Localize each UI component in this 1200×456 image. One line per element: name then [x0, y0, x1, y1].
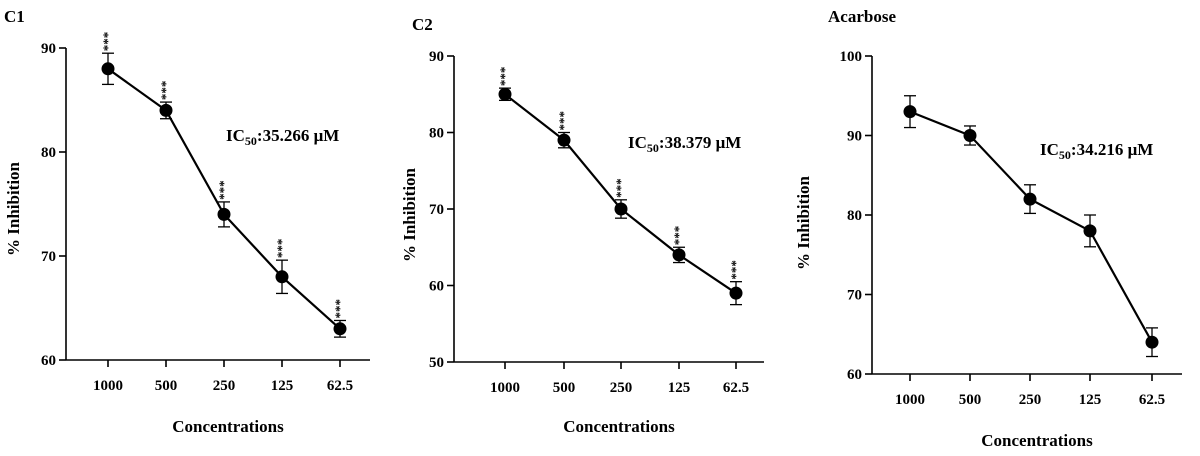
data-point [275, 270, 289, 284]
x-tick-label: 250 [213, 378, 236, 394]
significance-mark: *** [671, 226, 686, 246]
x-tick-label: 125 [271, 378, 294, 394]
y-tick-label: 50 [429, 355, 444, 371]
chart-panel-3: Acarbose % Inhibition Concentrations 60 70 80… [794, 7, 1182, 450]
y-tick-label: 90 [847, 129, 862, 145]
x-tick-label: 1000 [490, 380, 520, 396]
y-tick-label: 80 [847, 208, 862, 224]
x-tick-label: 62.5 [723, 380, 749, 396]
ic50-value: :34.216 μM [1071, 140, 1153, 159]
x-tick-label: 500 [155, 378, 178, 394]
significance-mark: *** [613, 178, 628, 198]
y-tick-label: 60 [429, 279, 444, 295]
x-axis-label: Concentrations [981, 431, 1093, 450]
y-tick-label: 70 [41, 249, 56, 265]
data-point [101, 62, 115, 76]
data-point [159, 103, 173, 117]
chart-panel-1: C1 % Inhibition Concentrations 60 70 80 90 1000… [4, 7, 370, 436]
y-tick-label: 100 [840, 49, 863, 65]
significance-mark: *** [216, 180, 231, 200]
y-axis-label: % Inhibition [4, 161, 23, 256]
x-tick-label: 62.5 [327, 378, 353, 394]
y-tick-label: 70 [847, 288, 862, 304]
data-point [217, 207, 231, 221]
panel-title: Acarbose [828, 7, 896, 26]
y-axis-label: % Inhibition [400, 167, 419, 262]
panel-title: C2 [412, 15, 433, 34]
data-point [1023, 192, 1037, 206]
ic50-prefix: IC [1040, 140, 1059, 159]
y-tick-label: 90 [41, 41, 56, 57]
ic50-value: :38.379 μM [659, 133, 741, 152]
y-tick-label: 80 [429, 126, 444, 142]
data-point [333, 322, 347, 336]
y-tick-label: 60 [847, 367, 862, 383]
data-point [614, 202, 628, 216]
ic50-value: :35.266 μM [257, 126, 339, 145]
significance-mark: *** [556, 111, 571, 131]
significance-mark: *** [158, 81, 173, 101]
panel-title: C1 [4, 7, 25, 26]
x-tick-label: 1000 [895, 392, 925, 408]
data-point [903, 105, 917, 119]
data-point [498, 87, 512, 101]
y-axis-label: % Inhibition [794, 175, 813, 270]
ic50-prefix: IC [226, 126, 245, 145]
significance-mark: *** [728, 260, 743, 280]
x-tick-label: 62.5 [1139, 392, 1165, 408]
x-axis-label: Concentrations [563, 417, 675, 436]
data-point [1145, 335, 1159, 349]
ic50-subscript: 50 [245, 134, 257, 148]
significance-mark: *** [497, 67, 512, 87]
ic50-prefix: IC [628, 133, 647, 152]
significance-mark: *** [332, 299, 347, 319]
significance-mark: *** [274, 239, 289, 259]
ic50-annotation: IC50:34.216 μM [1040, 140, 1153, 162]
ic50-subscript: 50 [1059, 148, 1071, 162]
y-tick-label: 60 [41, 353, 56, 369]
significance-mark: *** [100, 32, 115, 52]
y-tick-label: 80 [41, 145, 56, 161]
ic50-annotation: IC50:38.379 μM [628, 133, 741, 155]
x-tick-label: 125 [1079, 392, 1102, 408]
data-point [672, 248, 686, 262]
data-point [557, 133, 571, 147]
data-point [963, 129, 977, 142]
y-tick-label: 70 [429, 202, 444, 218]
x-axis-label: Concentrations [172, 417, 284, 436]
data-point [729, 286, 743, 300]
data-point [1083, 224, 1097, 238]
ic50-subscript: 50 [647, 141, 659, 155]
ic50-annotation: IC50:35.266 μM [226, 126, 339, 148]
x-tick-label: 500 [553, 380, 576, 396]
y-tick-label: 90 [429, 49, 444, 65]
chart-panel-2: C2 % Inhibition Concentrations 50 60 70 80 90 10… [400, 15, 764, 436]
x-tick-label: 250 [610, 380, 633, 396]
x-tick-label: 250 [1019, 392, 1042, 408]
x-tick-label: 125 [668, 380, 691, 396]
x-tick-label: 1000 [93, 378, 123, 394]
x-tick-label: 500 [959, 392, 982, 408]
